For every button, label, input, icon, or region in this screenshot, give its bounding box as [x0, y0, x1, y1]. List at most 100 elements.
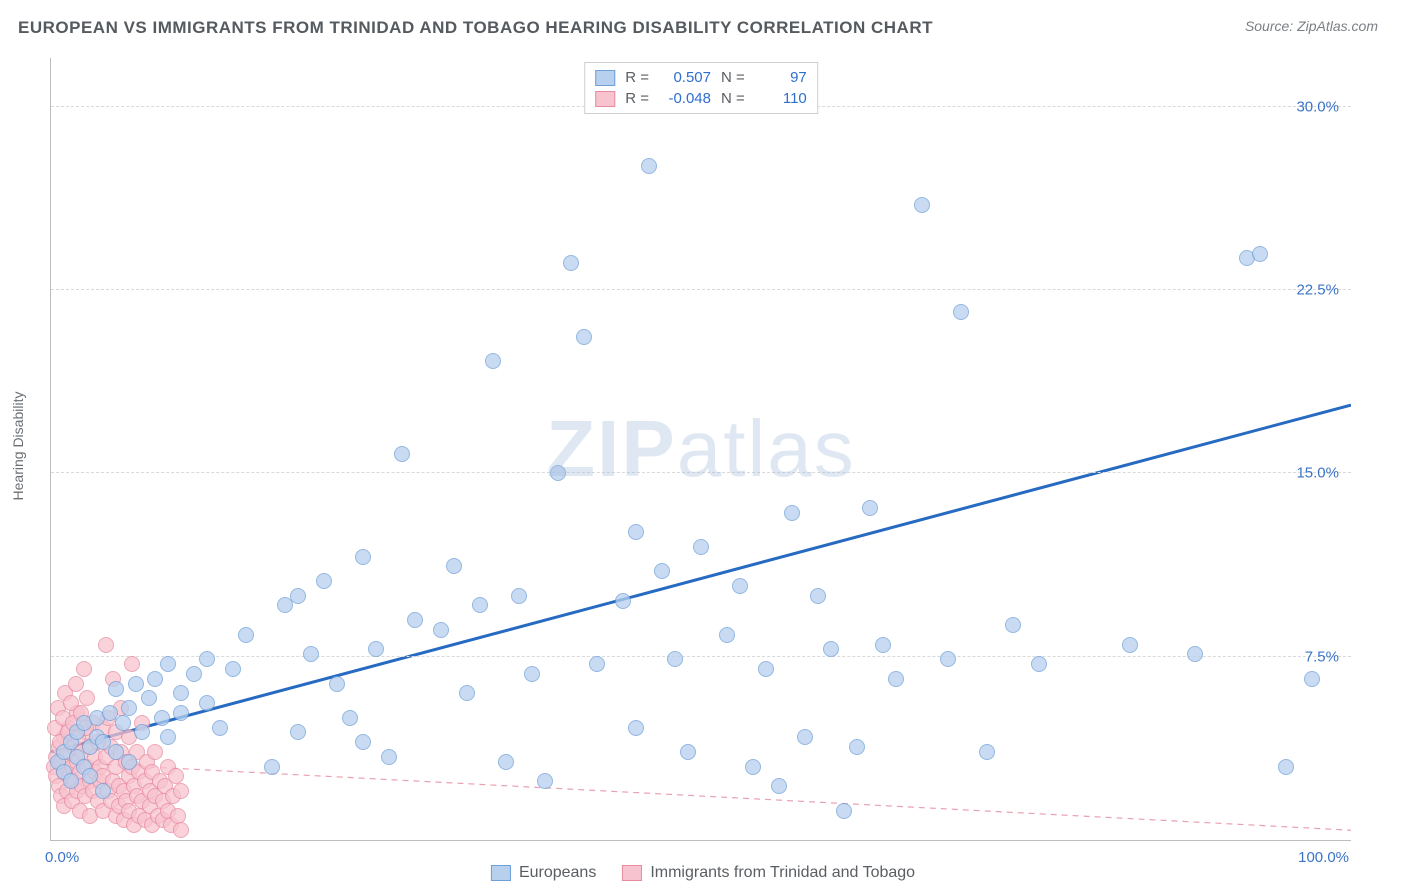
data-point: [1187, 646, 1203, 662]
watermark-light: atlas: [677, 404, 856, 493]
data-point: [147, 671, 163, 687]
data-point: [290, 724, 306, 740]
watermark: ZIPatlas: [546, 403, 855, 495]
data-point: [524, 666, 540, 682]
data-point: [1005, 617, 1021, 633]
data-point: [810, 588, 826, 604]
data-point: [238, 627, 254, 643]
data-point: [173, 783, 189, 799]
data-point: [134, 724, 150, 740]
data-point: [550, 465, 566, 481]
data-point: [173, 705, 189, 721]
chart-container: EUROPEAN VS IMMIGRANTS FROM TRINIDAD AND…: [0, 0, 1406, 892]
data-point: [121, 700, 137, 716]
data-point: [511, 588, 527, 604]
legend-label-tt: Immigrants from Trinidad and Tobago: [650, 864, 915, 882]
data-point: [667, 651, 683, 667]
data-point: [168, 768, 184, 784]
data-point: [862, 500, 878, 516]
stats-legend: R = 0.507 N = 97 R = -0.048 N = 110: [584, 62, 818, 114]
data-point: [485, 353, 501, 369]
data-point: [68, 676, 84, 692]
data-point: [76, 661, 92, 677]
trendline: [51, 405, 1351, 752]
data-point: [199, 695, 215, 711]
data-point: [563, 255, 579, 271]
gridline: [51, 289, 1351, 290]
source-prefix: Source:: [1245, 18, 1297, 34]
data-point: [170, 808, 186, 824]
data-point: [1122, 637, 1138, 653]
plot-area: ZIPatlas R = 0.507 N = 97 R = -0.048 N =…: [50, 58, 1351, 841]
data-point: [641, 158, 657, 174]
data-point: [953, 304, 969, 320]
data-point: [459, 685, 475, 701]
data-point: [914, 197, 930, 213]
swatch-europeans-icon: [491, 865, 511, 881]
chart-title: EUROPEAN VS IMMIGRANTS FROM TRINIDAD AND…: [18, 18, 933, 38]
data-point: [342, 710, 358, 726]
data-point: [875, 637, 891, 653]
data-point: [355, 549, 371, 565]
data-point: [693, 539, 709, 555]
series-legend: Europeans Immigrants from Trinidad and T…: [491, 864, 915, 882]
data-point: [537, 773, 553, 789]
data-point: [823, 641, 839, 657]
gridline: [51, 656, 1351, 657]
legend-label-europeans: Europeans: [519, 864, 596, 882]
data-point: [173, 822, 189, 838]
r-label: R =: [625, 88, 649, 109]
data-point: [433, 622, 449, 638]
data-point: [303, 646, 319, 662]
data-point: [355, 734, 371, 750]
data-point: [173, 685, 189, 701]
data-point: [836, 803, 852, 819]
data-point: [849, 739, 865, 755]
data-point: [225, 661, 241, 677]
y-axis-label: Hearing Disability: [10, 392, 26, 501]
source-name: ZipAtlas.com: [1297, 18, 1378, 34]
stats-row-tt: R = -0.048 N = 110: [595, 88, 807, 109]
data-point: [199, 651, 215, 667]
data-point: [615, 593, 631, 609]
data-point: [758, 661, 774, 677]
gridline: [51, 472, 1351, 473]
data-point: [160, 729, 176, 745]
y-tick-label: 30.0%: [1296, 98, 1339, 115]
y-tick-label: 7.5%: [1305, 648, 1339, 665]
data-point: [446, 558, 462, 574]
data-point: [95, 783, 111, 799]
swatch-tt: [595, 91, 615, 107]
data-point: [381, 749, 397, 765]
data-point: [264, 759, 280, 775]
data-point: [797, 729, 813, 745]
data-point: [719, 627, 735, 643]
n-label: N =: [721, 67, 745, 88]
data-point: [368, 641, 384, 657]
data-point: [316, 573, 332, 589]
data-point: [745, 759, 761, 775]
data-point: [79, 690, 95, 706]
data-point: [498, 754, 514, 770]
data-point: [115, 715, 131, 731]
data-point: [154, 710, 170, 726]
legend-item-europeans: Europeans: [491, 864, 596, 882]
data-point: [732, 578, 748, 594]
data-point: [108, 681, 124, 697]
data-point: [979, 744, 995, 760]
data-point: [128, 676, 144, 692]
swatch-europeans: [595, 70, 615, 86]
y-tick-label: 15.0%: [1296, 465, 1339, 482]
data-point: [680, 744, 696, 760]
data-point: [147, 744, 163, 760]
data-point: [82, 768, 98, 784]
data-point: [160, 656, 176, 672]
n-label: N =: [721, 88, 745, 109]
data-point: [394, 446, 410, 462]
data-point: [329, 676, 345, 692]
data-point: [141, 690, 157, 706]
data-point: [407, 612, 423, 628]
data-point: [1304, 671, 1320, 687]
data-point: [628, 524, 644, 540]
data-point: [124, 656, 140, 672]
